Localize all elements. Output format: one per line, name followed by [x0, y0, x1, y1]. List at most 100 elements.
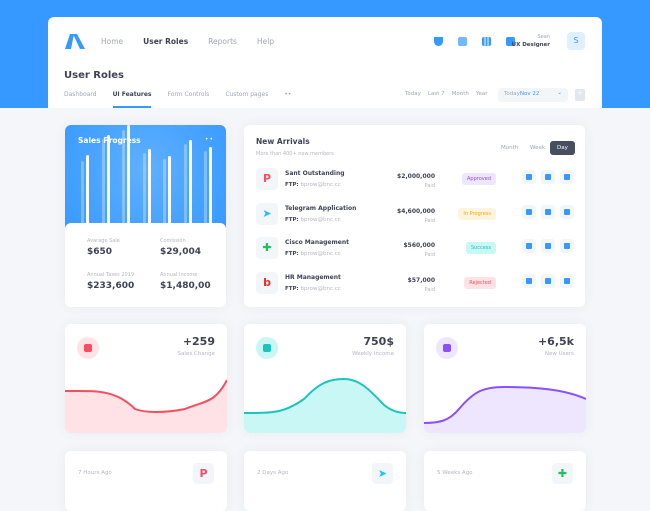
view-button[interactable]: [522, 273, 536, 288]
chart-bar: [168, 156, 171, 223]
stat-value: +259: [182, 335, 215, 348]
stat-card: +259 Sales Change: [65, 324, 227, 433]
list-item[interactable]: ➤ Telegram Application FTP: bprow@bnc.cc…: [256, 202, 576, 227]
chart-bar: [101, 139, 105, 223]
stat-label: Weekly Income: [352, 351, 394, 357]
edit-button[interactable]: [541, 204, 555, 219]
nav-home[interactable]: Home: [101, 37, 124, 46]
new-arrivals-card: New Arrivals More than 400+ new members …: [244, 125, 585, 307]
chart-bar: [163, 159, 166, 223]
edit-button[interactable]: [541, 170, 555, 184]
trash-icon: [564, 174, 570, 180]
view-button[interactable]: [522, 204, 536, 219]
activity-card[interactable]: 5 Weeks Ago ✚: [424, 451, 586, 511]
tab-custom-pages[interactable]: Custom pages: [225, 91, 269, 98]
view-icon: [526, 243, 532, 249]
main-nav: Home User Roles Reports Help: [101, 37, 274, 46]
delete-button[interactable]: [560, 273, 574, 288]
time-ago: 7 Hours Ago: [78, 470, 112, 476]
item-name: Telegram Application: [285, 204, 357, 212]
chart-bar: [81, 161, 84, 223]
stat-area-chart: [65, 379, 227, 433]
item-ftp: FTP: bprow@bnc.cc: [285, 182, 341, 188]
sales-progress-card: Sales Progress •• Avarage Sale $650 Comis…: [65, 125, 226, 307]
tab-form-controls[interactable]: Form Controls: [167, 91, 210, 98]
nav-help[interactable]: Help: [256, 37, 275, 46]
trash-icon: [564, 208, 570, 215]
delete-button[interactable]: [560, 204, 574, 219]
range-month[interactable]: Month: [451, 91, 469, 97]
trash-icon: [564, 277, 570, 284]
period-week[interactable]: Week: [530, 145, 546, 151]
list-item[interactable]: P Sant Outstanding FTP: bprow@bnc.cc $2,…: [256, 168, 576, 192]
status-badge: Rejected: [464, 276, 496, 289]
app-icon: ✚: [552, 463, 573, 484]
chart-bar: [122, 130, 125, 223]
stat-value: 750$: [363, 335, 394, 348]
item-amount: $560,000: [403, 242, 435, 249]
view-icon: [526, 208, 532, 215]
range-year[interactable]: Year: [475, 91, 488, 97]
page-title: User Roles: [64, 70, 124, 81]
date-value: Nov 22: [519, 91, 540, 97]
grid-icon[interactable]: [458, 37, 467, 46]
user-info[interactable]: Sean UX Designer: [512, 33, 550, 49]
tab-dashboard[interactable]: Dashboard: [64, 91, 97, 98]
list-item[interactable]: b HR Management FTP: bprow@bnc.cc $57,00…: [256, 271, 576, 296]
app-icon: P: [193, 463, 214, 484]
delete-button[interactable]: [560, 239, 574, 253]
tab-more[interactable]: ••: [284, 91, 292, 98]
card-title: New Arrivals: [256, 137, 310, 146]
chart-bar: [204, 151, 207, 223]
item-name: HR Management: [285, 273, 341, 281]
more-icon[interactable]: ••: [204, 136, 214, 143]
layers-icon[interactable]: [506, 37, 515, 46]
delete-button[interactable]: [560, 170, 574, 184]
item-name: Cisco Management: [285, 239, 349, 246]
date-picker[interactable]: TodayNov 22 ⌄: [498, 88, 568, 102]
edit-button[interactable]: [541, 239, 555, 253]
nav-user-roles[interactable]: User Roles: [143, 37, 189, 46]
view-icon: [526, 277, 532, 284]
app-icon: ✚: [256, 237, 278, 259]
chart-bar: [209, 147, 212, 223]
tab-ui-features[interactable]: UI Features: [112, 91, 152, 108]
view-icon: [526, 174, 532, 180]
list-item[interactable]: ✚ Cisco Management FTP: bprow@bnc.cc $56…: [256, 237, 576, 261]
chart-icon[interactable]: [482, 37, 491, 46]
stat-icon: [256, 337, 278, 359]
sales-chart: Sales Progress ••: [65, 125, 226, 235]
avatar[interactable]: S: [567, 32, 585, 50]
chevron-down-icon: ⌄: [557, 90, 562, 96]
item-paid: Paid: [424, 217, 435, 224]
time-ago: 2 Days Ago: [257, 470, 289, 476]
stat-card: 750$ Weekly Income: [244, 324, 406, 433]
chart-bar: [86, 155, 89, 223]
range-last7[interactable]: Last 7: [427, 91, 445, 97]
logo[interactable]: [65, 34, 85, 49]
activity-card[interactable]: 2 Days Ago ➤: [244, 451, 406, 511]
stat-label: New Users: [544, 351, 574, 357]
stat-value: +6,5k: [537, 335, 574, 348]
period-day[interactable]: Day: [550, 141, 575, 155]
basket-icon[interactable]: [434, 37, 443, 46]
user-name: Sean: [537, 34, 550, 40]
date-label: Today: [504, 91, 520, 97]
item-ftp: FTP: bprow@bnc.cc: [285, 251, 341, 257]
range-today[interactable]: Today: [405, 91, 421, 97]
app-icon: ➤: [256, 202, 278, 225]
view-button[interactable]: [522, 239, 536, 253]
app-icon: b: [256, 271, 278, 294]
header-panel: Home User Roles Reports Help Sean UX Desi…: [48, 17, 602, 108]
item-amount: $2,000,000: [397, 173, 435, 180]
activity-card[interactable]: 7 Hours Ago P: [65, 451, 227, 511]
nav-reports[interactable]: Reports: [208, 37, 237, 46]
item-amount: $57,000: [407, 276, 435, 284]
add-button[interactable]: +: [575, 89, 585, 101]
period-month[interactable]: Month: [501, 145, 519, 151]
stat-icon: [436, 337, 458, 359]
view-button[interactable]: [522, 170, 536, 184]
edit-button[interactable]: [541, 273, 555, 288]
chart-bar: [127, 125, 130, 223]
edit-icon: [545, 277, 551, 284]
